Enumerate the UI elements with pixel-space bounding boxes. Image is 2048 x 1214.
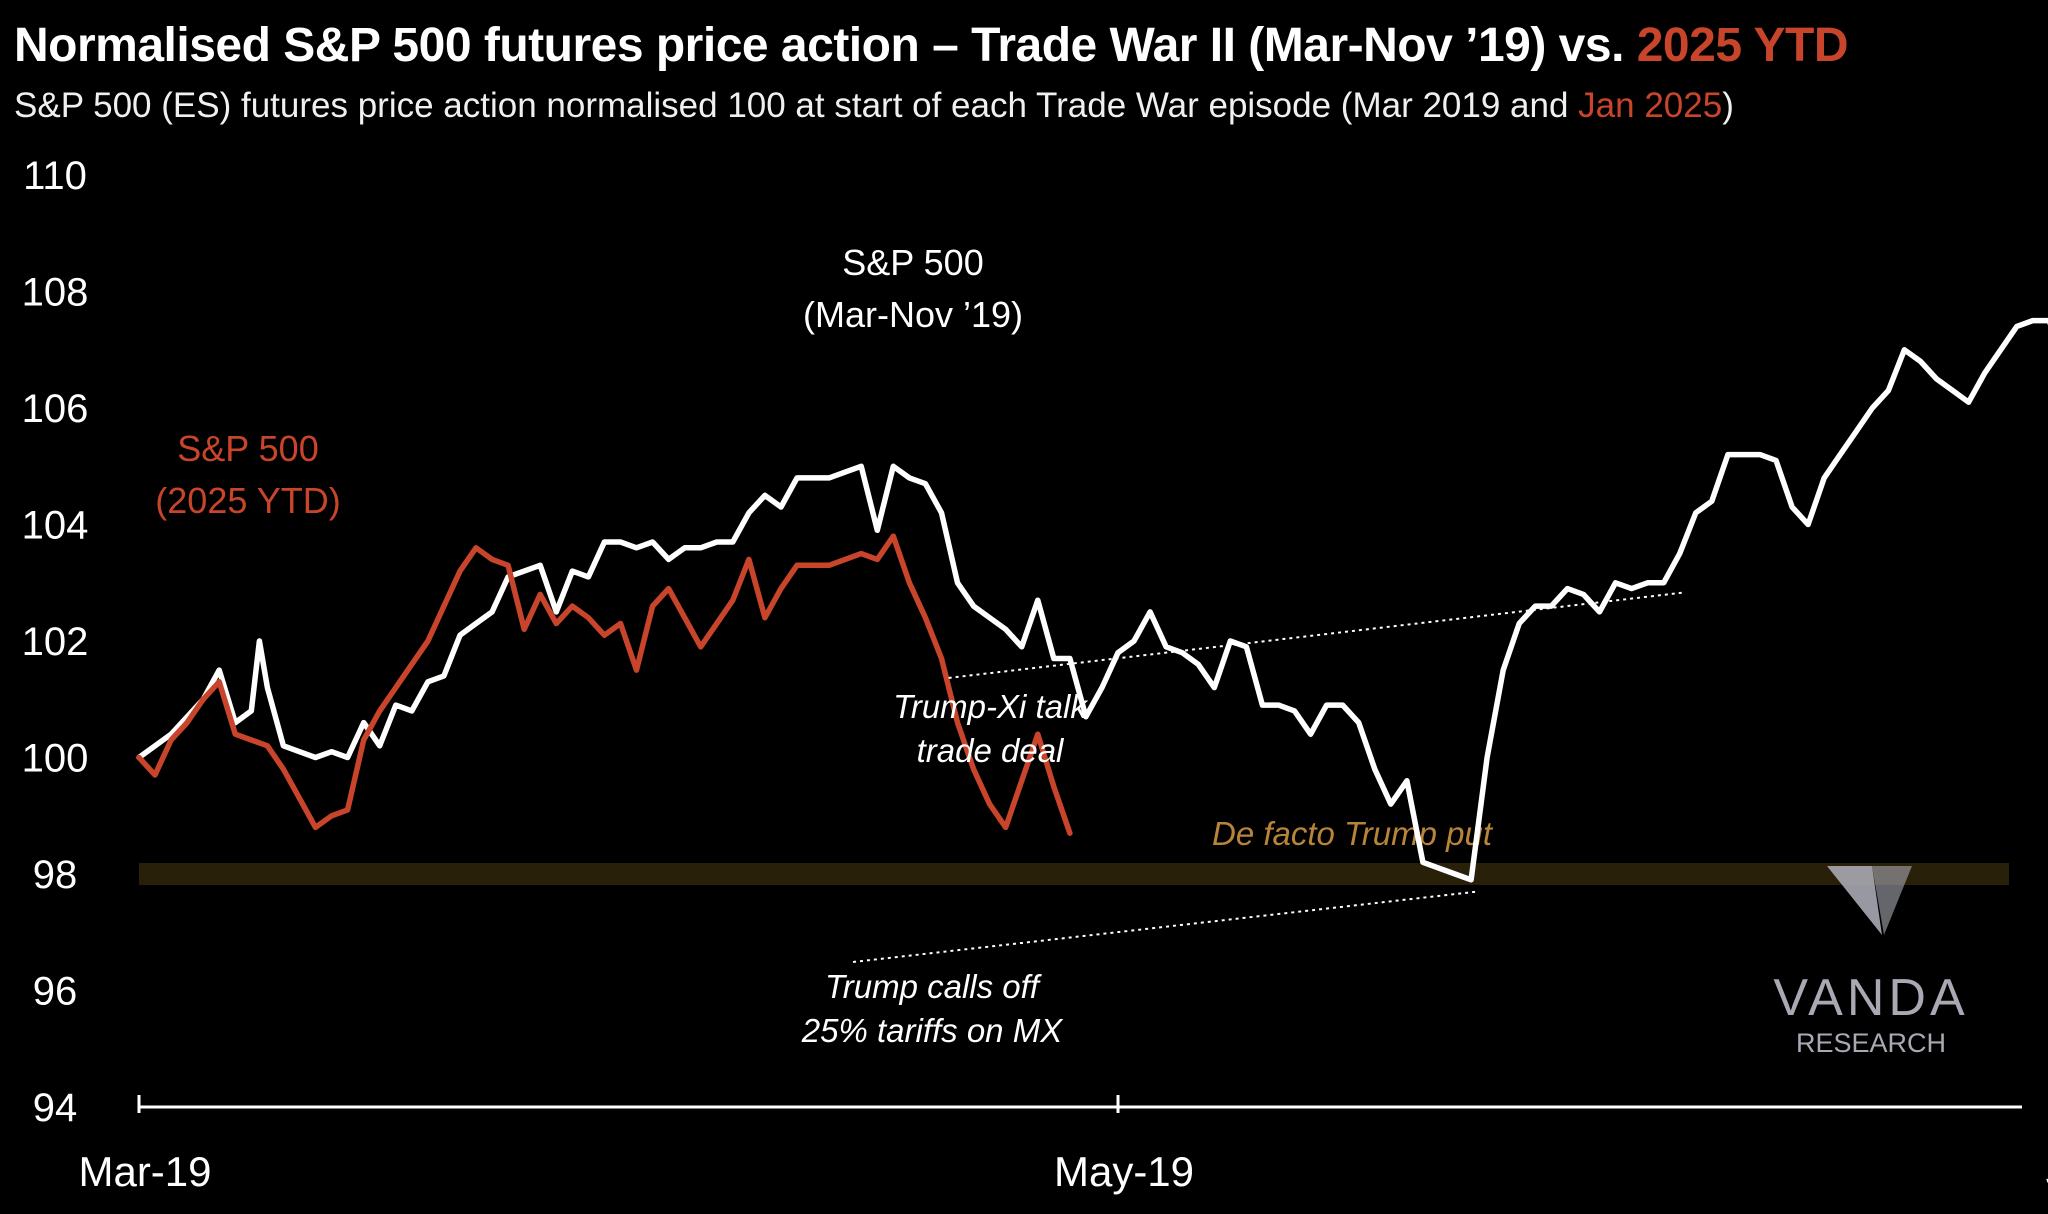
annotation-leader-mx <box>852 890 1476 963</box>
annotation-mx-line1: Trump calls off <box>825 968 1043 1005</box>
chart-subtitle: S&P 500 (ES) futures price action normal… <box>14 86 1734 126</box>
vanda-logo-mark <box>1827 866 1882 935</box>
x-tick-label: May-19 <box>1054 1148 1194 1195</box>
series-label-2019-line2: (Mar-Nov ’19) <box>803 294 1023 335</box>
trump-put-band <box>139 863 2009 885</box>
y-tick-label: 102 <box>22 620 89 664</box>
y-tick-label: 100 <box>22 737 89 781</box>
y-tick-label: 108 <box>22 271 89 315</box>
subtitle-accent: Jan 2025 <box>1578 86 1723 125</box>
series-label-2019-line1: S&P 500 <box>842 242 983 283</box>
y-tick-label: 96 <box>33 970 78 1014</box>
series-line-2019 <box>136 317 2048 883</box>
watermark-brand: VANDA <box>1773 969 1968 1027</box>
subtitle-end: ) <box>1722 86 1734 125</box>
y-tick-label: 106 <box>22 387 89 431</box>
title-accent: 2025 YTD <box>1636 19 1849 72</box>
x-tick-label: Mar-19 <box>78 1148 211 1195</box>
annotation-mx-line2: 25% tariffs on MX <box>801 1012 1064 1049</box>
y-tick-label: 94 <box>33 1086 78 1130</box>
series-label-2025-line2: (2025 YTD) <box>155 480 340 521</box>
annotation-leader-trump-xi <box>947 591 1682 679</box>
trump-put-label: De facto Trump put <box>1212 815 1494 852</box>
y-tick-label: 98 <box>33 853 78 897</box>
series-label-2025-line1: S&P 500 <box>177 428 318 469</box>
watermark-sub: RESEARCH <box>1796 1028 1946 1058</box>
chart-title: Normalised S&P 500 futures price action … <box>14 18 1848 73</box>
x-tick-label: Jul-19 <box>2046 1148 2048 1195</box>
vanda-logo-mark-right <box>1872 866 1912 935</box>
series-line-2025 <box>136 533 1073 836</box>
subtitle-main: S&P 500 (ES) futures price action normal… <box>14 86 1579 125</box>
title-main: Normalised S&P 500 futures price action … <box>14 19 1637 72</box>
y-tick-label: 110 <box>23 154 87 198</box>
annotation-trump-xi-line2: trade deal <box>917 732 1065 769</box>
y-tick-label: 104 <box>22 504 89 548</box>
annotation-trump-xi-line1: Trump-Xi talk <box>893 688 1088 725</box>
